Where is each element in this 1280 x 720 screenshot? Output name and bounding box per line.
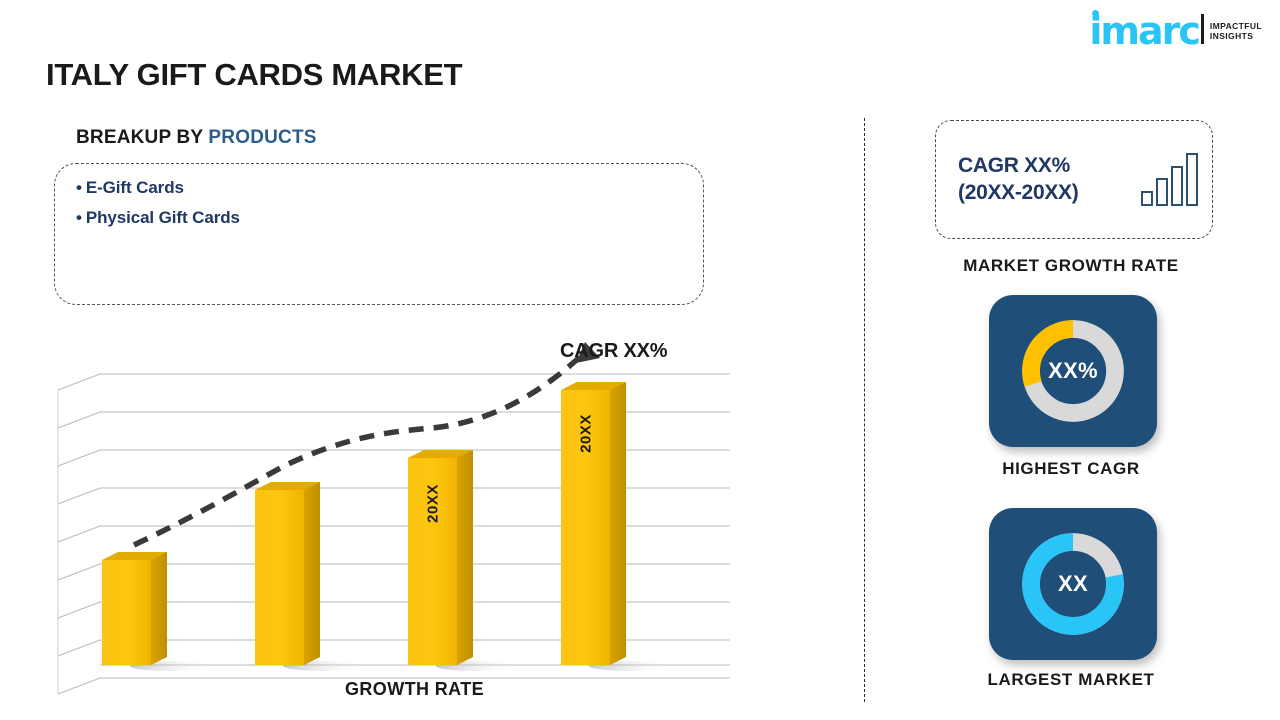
highest-cagr-label: HIGHEST CAGR — [1002, 459, 1140, 478]
chart-gridlines — [57, 373, 730, 695]
highest-cagr-card: XX% — [989, 295, 1157, 447]
market-growth-rate-label: MARKET GROWTH RATE — [963, 256, 1179, 275]
list-item-label: Physical Gift Cards — [85, 208, 240, 228]
logo-tagline-line1: IMPACTFUL — [1209, 20, 1262, 31]
breakup-heading-accent: PRODUCTS — [208, 127, 317, 148]
bar-2 — [255, 482, 320, 665]
panel-divider — [864, 118, 865, 702]
cagr-text: CAGR XX% (20XX-20XX) — [958, 153, 1079, 206]
logo-text: imarc — [1089, 8, 1201, 53]
trend-label: CAGR XX% — [560, 340, 668, 362]
largest-market-label: LARGEST MARKET — [987, 670, 1155, 689]
bar-4 — [561, 382, 626, 665]
imarc-logo: imarc IMPACTFUL INSIGHTS — [1089, 9, 1262, 50]
list-item: • Physical Gift Cards — [76, 203, 240, 233]
logo-divider — [1200, 14, 1204, 44]
bar-3 — [408, 450, 473, 665]
breakup-list: • E-Gift Cards • Physical Gift Cards — [76, 173, 240, 234]
chart-axis-label: GROWTH RATE — [345, 679, 485, 699]
bullet-icon: • — [76, 178, 82, 197]
bar-chart-icon — [1141, 153, 1198, 206]
cagr-line1: CAGR XX% — [958, 154, 1070, 178]
cagr-line2: (20XX-20XX) — [958, 180, 1079, 204]
donut-market-value: XX — [1058, 571, 1088, 596]
page-title: ITALY GIFT CARDS MARKET — [46, 57, 463, 92]
logo-tagline-line2: INSIGHTS — [1209, 31, 1254, 42]
donut-chart-cagr — [1022, 320, 1124, 422]
bar-label-4: 20XX — [577, 414, 595, 453]
cagr-box: CAGR XX% (20XX-20XX) — [935, 120, 1213, 239]
donut-cagr-value: XX% — [1048, 358, 1098, 383]
list-item-label: E-Gift Cards — [85, 178, 184, 197]
logo-wordmark: imarc — [1089, 9, 1201, 50]
trend-arrow-icon — [132, 342, 600, 548]
largest-market-card: XX — [989, 508, 1157, 660]
logo-tagline: IMPACTFUL INSIGHTS — [1210, 21, 1262, 47]
breakup-box — [54, 163, 704, 305]
donut-chart-market — [1022, 533, 1124, 635]
logo-dot-icon — [1092, 9, 1100, 17]
bar-1 — [102, 552, 167, 665]
list-item: • E-Gift Cards — [76, 173, 240, 203]
chart-svg — [57, 342, 730, 695]
growth-bar-chart: 20XX 20XX — [54, 330, 754, 720]
breakup-heading: BREAKUP BY PRODUCTS — [76, 127, 317, 149]
breakup-heading-static: BREAKUP BY — [76, 127, 209, 148]
bar-label-3: 20XX — [424, 484, 442, 523]
bullet-icon: • — [76, 208, 82, 228]
